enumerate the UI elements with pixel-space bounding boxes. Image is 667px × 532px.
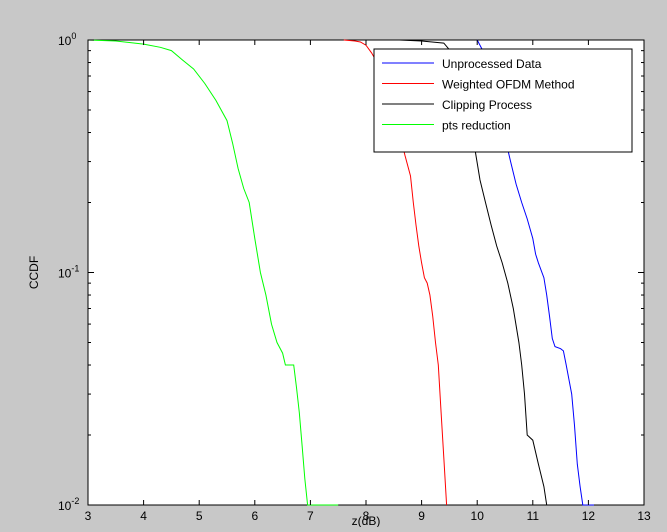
y-tick-label: 100 — [58, 31, 76, 48]
x-tick-label: 4 — [140, 509, 147, 523]
x-tick-label: 7 — [307, 509, 314, 523]
x-tick-label: 8 — [363, 509, 370, 523]
x-tick-label: 13 — [637, 509, 651, 523]
x-axis-label: z(dB) — [352, 514, 381, 527]
x-tick-label: 5 — [196, 509, 203, 523]
legend-box — [373, 48, 633, 153]
legend-label: Clipping Process — [442, 98, 532, 112]
legend: Unprocessed Data Weighted OFDM Method Clip… — [373, 48, 633, 153]
axis-text-layer: 3 4 5 6 7 8 9 10 11 12 13 10-2 10-1 100 z(dB) CCDF — [27, 31, 651, 528]
y-axis-label: CCDF — [27, 256, 41, 289]
series-line-pts-reduction — [87, 39, 339, 506]
x-tick-label: 10 — [471, 509, 485, 523]
x-tick-label: 9 — [418, 509, 425, 523]
tick-layer — [87, 39, 645, 506]
x-tick-label: 3 — [85, 509, 92, 523]
legend-label: Weighted OFDM Method — [442, 78, 575, 92]
y-tick-label: 10-1 — [58, 264, 79, 281]
series-line-weighted-ofdm-method — [343, 39, 448, 506]
legend-label: pts reduction — [442, 119, 511, 133]
legend-label: Unprocessed Data — [442, 57, 542, 71]
x-tick-label: 12 — [582, 509, 596, 523]
y-tick-label: 10-2 — [58, 496, 79, 513]
x-tick-label: 6 — [251, 509, 258, 523]
x-tick-label: 11 — [527, 509, 540, 523]
